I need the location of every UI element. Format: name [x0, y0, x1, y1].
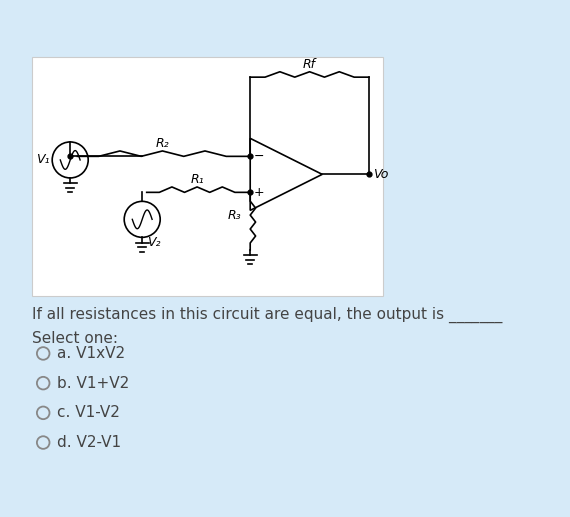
Text: −: − [254, 150, 264, 163]
Text: d. V2-V1: d. V2-V1 [56, 435, 121, 450]
Text: c. V1-V2: c. V1-V2 [56, 405, 120, 420]
Text: R₃: R₃ [227, 209, 241, 222]
Text: +: + [254, 186, 264, 199]
Text: V₂: V₂ [146, 236, 160, 249]
Text: If all resistances in this circuit are equal, the output is _______: If all resistances in this circuit are e… [31, 307, 502, 323]
Text: Select one:: Select one: [31, 331, 117, 346]
Text: b. V1+V2: b. V1+V2 [56, 376, 129, 391]
Text: R₁: R₁ [190, 173, 204, 186]
FancyBboxPatch shape [31, 57, 382, 296]
Text: R₂: R₂ [156, 137, 169, 150]
Text: V₁: V₁ [36, 154, 50, 166]
Text: a. V1xV2: a. V1xV2 [56, 346, 125, 361]
Text: Rf: Rf [303, 58, 316, 71]
Text: Vo: Vo [373, 168, 389, 181]
